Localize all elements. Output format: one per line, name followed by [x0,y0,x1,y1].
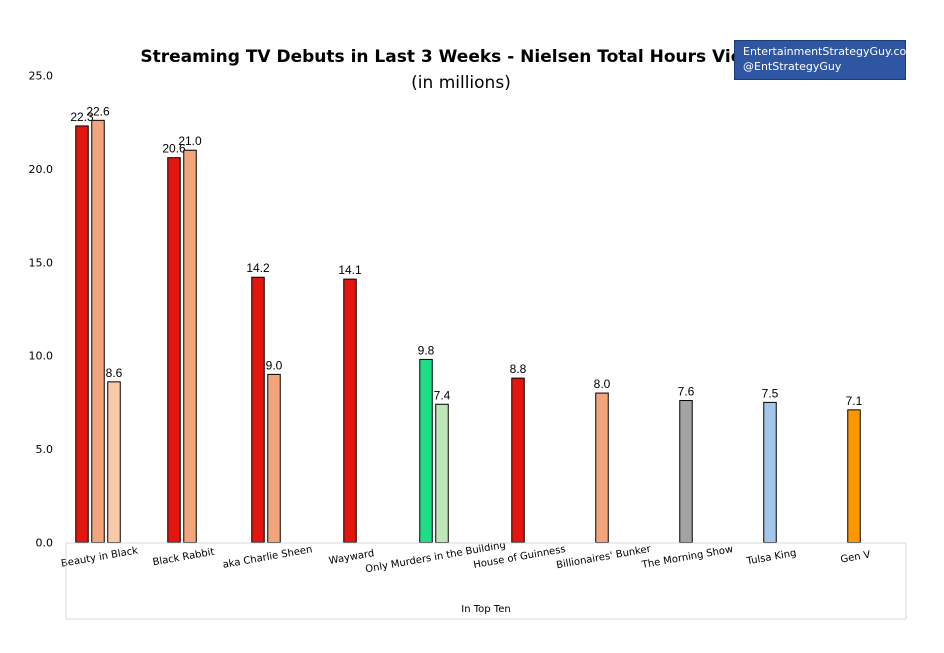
chart-title: Streaming TV Debuts in Last 3 Weeks - Ni… [140,47,781,67]
bar [847,409,861,544]
data-label: 20.6 [162,142,186,156]
category-label: Black Rabbit [152,547,216,569]
bar [183,149,197,543]
attribution-site: EntertainmentStrategyGuy.com [743,45,917,58]
category-label: Beauty in Black [60,545,139,569]
data-label: 7.4 [434,388,451,402]
y-axis: 0.0 5.0 10.0 15.0 20.0 25.0 [29,70,54,550]
bar [679,400,693,544]
category-label: Gen V [840,549,872,565]
category-label: aka Charlie Sheen [222,544,313,571]
data-label: 21.0 [178,134,202,148]
bar [91,119,105,543]
bar [419,358,433,543]
bar [435,403,449,543]
y-tick-label: 20.0 [29,163,54,176]
bar [251,276,265,543]
data-label: 22.3 [70,110,94,124]
data-label: 9.0 [266,358,283,372]
chart-subtitle: (in millions) [411,73,511,93]
data-label: 14.2 [246,261,270,275]
y-tick-label: 5.0 [36,443,54,456]
data-label: 8.8 [510,362,527,376]
category-axis: Beauty in Black Black Rabbit aka Charlie S… [60,540,871,576]
y-tick-label: 0.0 [36,537,54,550]
attribution-box: EntertainmentStrategyGuy.com @EntStrateg… [734,40,917,80]
bar [595,392,609,543]
group-label: In Top Ten [461,604,510,615]
data-label: 22.6 [86,104,110,118]
data-label: 7.5 [762,386,779,400]
bars-group: 22.322.6 8.6 20.621.0 14.2 9.0 14.1 9.8 7.4 8.8 8… [70,104,863,544]
data-label: 7.6 [678,385,695,399]
bar [75,125,89,543]
y-tick-label: 25.0 [29,70,54,83]
bar [511,377,525,543]
bar [267,373,281,543]
bar [107,381,121,543]
category-label: The Morning Show [640,544,734,571]
bar [763,401,777,543]
y-tick-label: 15.0 [29,256,54,269]
data-label: 9.8 [418,343,435,357]
data-label: 8.0 [594,377,611,391]
attribution-handle: @EntStrategyGuy [743,60,842,73]
bar [167,157,181,544]
data-label: 14.1 [338,263,362,277]
y-tick-label: 10.0 [29,350,54,363]
bar [343,278,357,543]
category-label: Tulsa King [745,548,797,568]
category-label: Billionaires' Bunker [555,544,652,572]
data-label: 8.6 [106,366,123,380]
data-label: 7.1 [846,394,863,408]
